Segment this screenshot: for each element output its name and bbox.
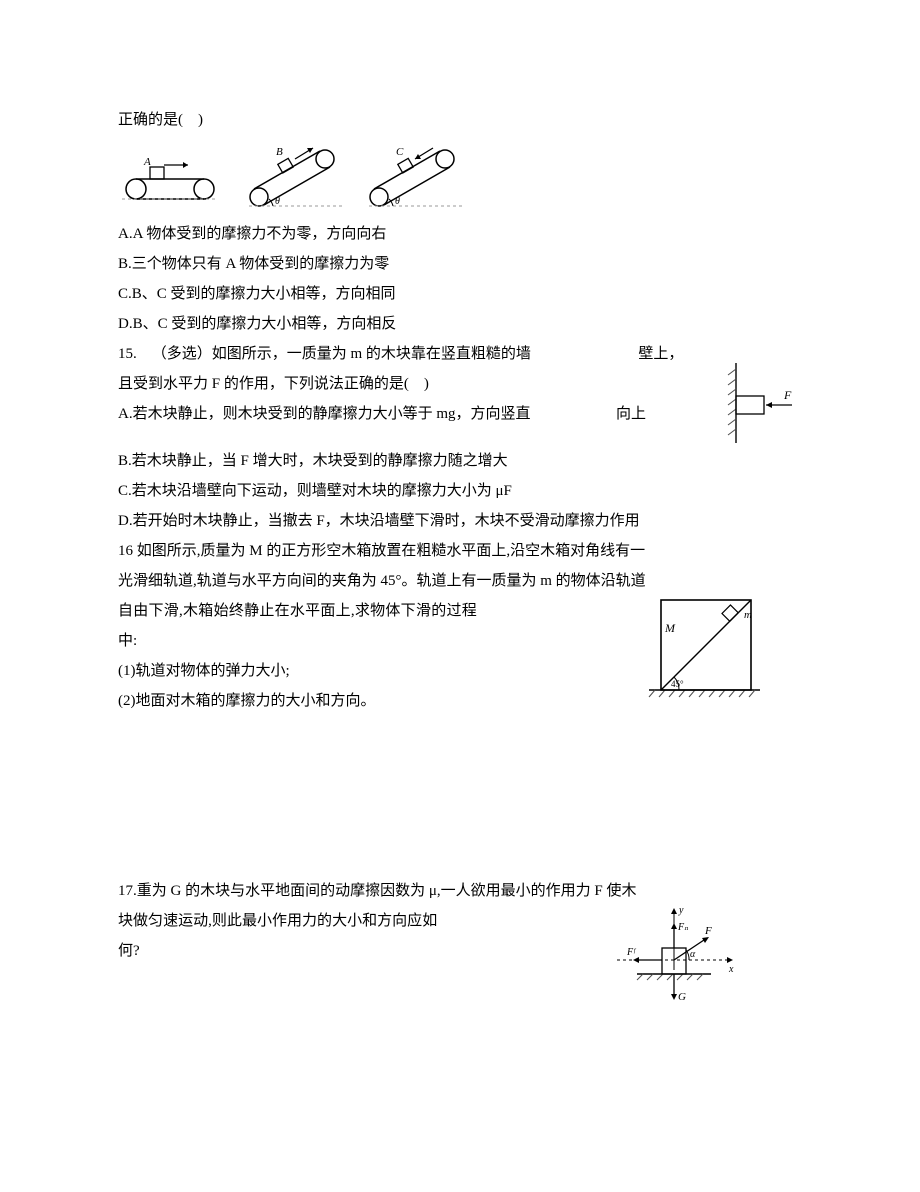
q15-optC: C.若木块沿墙壁向下运动，则墙壁对木块的摩擦力大小为 μF	[118, 476, 802, 506]
q15-lead-suf: 壁上，	[638, 346, 683, 362]
q14-optC: C.B、C 受到的摩擦力大小相等，方向相同	[118, 279, 802, 309]
q17-x: x	[728, 964, 734, 975]
q17-l2-suf: 何?	[118, 943, 140, 959]
q14-figure-row: A B	[118, 141, 802, 213]
q17-y: y	[678, 905, 684, 916]
q15-optA-suf: 向上	[616, 406, 646, 422]
q17-G: G	[678, 991, 686, 1003]
q14-optD: D.B、C 受到的摩擦力大小相等，方向相反	[118, 309, 802, 339]
q17-figure: y x Fₙ F	[607, 900, 742, 1010]
q15-optA-pre: A.若木块静止，则木块受到的静摩擦力大小等于 mg，方向竖直	[118, 406, 531, 422]
q16-l3-suf: 中:	[118, 633, 137, 649]
q16-figure: m M 45°	[647, 590, 762, 700]
q15-optD: D.若开始时木块静止，当撤去 F，木块沿墙壁下滑时，木块不受滑动摩擦力作用	[118, 506, 802, 536]
label-B: B	[276, 146, 283, 158]
q15-lead-pre: 15. （多选）如图所示，一质量为 m 的木块靠在竖直粗糙的墙	[118, 346, 531, 362]
theta-B: θ	[275, 196, 280, 207]
q16-m: m	[744, 609, 752, 621]
q14-optA: A.A 物体受到的摩擦力不为零，方向向右	[118, 219, 802, 249]
belt-diagrams: A B	[118, 141, 468, 211]
label-C: C	[396, 146, 404, 158]
q17-alpha: α	[690, 949, 696, 960]
label-A: A	[143, 156, 151, 168]
q16-l3-pre: 自由下滑,木箱始终静止在水平面上,求物体下滑的过程	[118, 603, 477, 619]
q14-optB: B.三个物体只有 A 物体受到的摩擦力为零	[118, 249, 802, 279]
theta-C: θ	[395, 196, 400, 207]
q17-l2-pre: 块做匀速运动,则此最小作用力的大小和方向应如	[118, 913, 437, 929]
q15-F-label: F	[783, 388, 792, 402]
q14-lead: 正确的是( )	[118, 105, 802, 135]
q16-M: M	[664, 621, 676, 635]
q17-Ff: Fᶠ	[626, 947, 637, 958]
q15-figure: F	[722, 361, 802, 446]
q17-F: F	[704, 925, 712, 937]
q15-line2: 且受到水平力 F 的作用，下列说法正确的是( )	[118, 369, 802, 399]
q15-optB: B.若木块静止，当 F 增大时，木块受到的静摩擦力随之增大	[118, 446, 802, 476]
q17-FN: Fₙ	[677, 922, 688, 933]
q15-lead: 15. （多选）如图所示，一质量为 m 的木块靠在竖直粗糙的墙 壁上，	[118, 339, 802, 369]
q16-angle: 45°	[671, 679, 684, 689]
q16-l1: 16 如图所示,质量为 M 的正方形空木箱放置在粗糙水平面上,沿空木箱对角线有一	[118, 536, 802, 566]
q15-optA: A.若木块静止，则木块受到的静摩擦力大小等于 mg，方向竖直 向上	[118, 399, 802, 429]
